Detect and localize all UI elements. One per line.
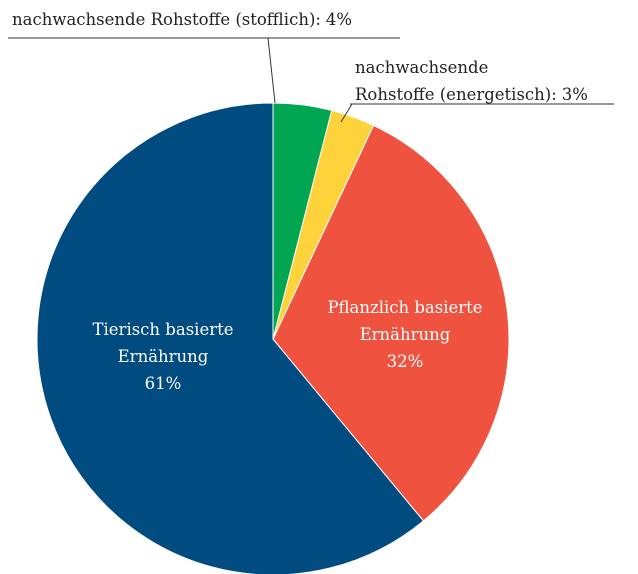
pie-slice (272, 102, 333, 340)
value-label: 3% (561, 85, 588, 104)
slice-label: nachwachsende Rohstoffe (energetisch): 3% (355, 54, 588, 108)
category-label: Pflanzlich basierte Ernährung (327, 298, 483, 344)
value-label: 61% (144, 374, 182, 393)
slice-label: Tierisch basierte Ernährung 61% (93, 316, 234, 397)
slice-label: nachwachsende Rohstoffe (stofflich): 4% (12, 6, 352, 33)
leader-line (267, 37, 276, 104)
category-label: nachwachsende Rohstoffe (stofflich): (12, 10, 321, 29)
pie-slice (272, 124, 510, 522)
slice-label: Pflanzlich basierte Ernährung 32% (327, 294, 482, 375)
value-label: 32% (386, 352, 424, 371)
category-label: nachwachsende Rohstoffe (energetisch): (355, 58, 557, 104)
value-label: 4% (325, 10, 353, 29)
leader-line (340, 103, 353, 123)
category-label: Tierisch basierte Ernährung (92, 320, 234, 366)
pie-slice (36, 102, 425, 574)
